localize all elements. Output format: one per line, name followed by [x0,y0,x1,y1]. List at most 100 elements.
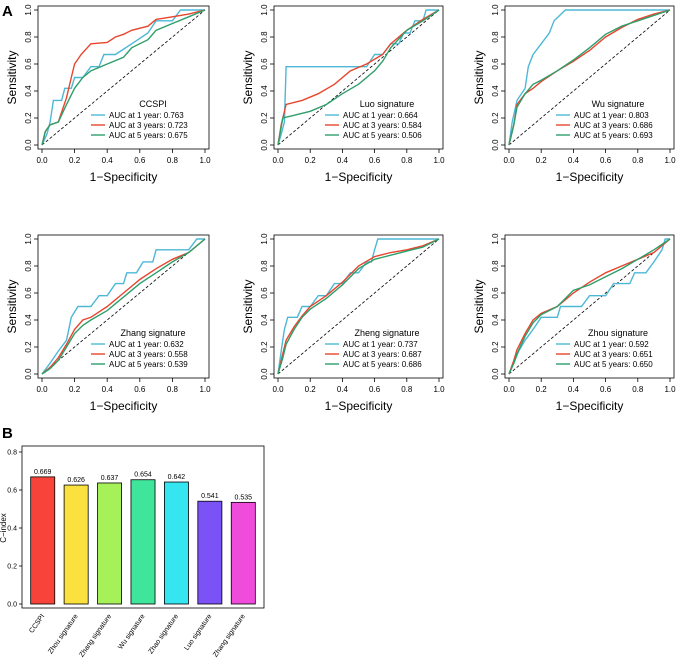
y-tick-label: 0.2 [24,341,33,353]
bar-value-label: 0.626 [67,477,85,484]
legend-entry: AUC at 5 years: 0.506 [343,131,422,140]
bar-plot-frame [21,445,265,609]
y-axis-title: Sensitivity [5,50,19,104]
x-tick-label: 0.4 [102,385,114,394]
roc-chart-6: 0.0 0.2 0.4 0.6 0.8 1.0 0.0 0.2 0.4 0.6 0.8 1.0 1−Sp… [472,233,676,413]
x-category-label: Zhao signature [148,613,181,655]
y-axis-title: C−index [0,513,8,543]
y-tick-label: 0.0 [491,139,500,151]
y-tick-label: 0.0 [491,368,500,380]
x-axis-title: 1−Specificity [325,170,393,184]
y-tick-label: 0.6 [260,287,269,299]
roc-curve-5-years [41,238,206,375]
y-tick-label: 1.0 [260,233,269,245]
y-tick-label: 0.0 [260,368,269,380]
y-tick-label: 0.4 [260,314,269,326]
bar-4 [130,479,156,605]
legend-title: Zheng signature [354,328,419,338]
roc-curve-5-years [508,238,671,375]
bar-value-label: 0.669 [34,469,52,476]
x-tick-label: 1.0 [664,156,676,165]
y-tick-label: 0.0 [7,602,17,609]
legend-entry: AUC at 5 years: 0.650 [574,360,653,369]
legend-entry: AUC at 1 year: 0.632 [109,340,184,349]
plot-frame [504,5,675,150]
legend-entry: AUC at 3 years: 0.686 [574,121,653,130]
roc-curve-5-years [277,238,440,375]
x-tick-label: 0.6 [600,156,612,165]
y-tick-label: 0.6 [7,488,17,495]
y-tick-label: 0.8 [260,31,269,43]
legend-entry: AUC at 1 year: 0.592 [574,340,649,349]
x-tick-label: 0.2 [69,385,81,394]
reference-diagonal [508,238,671,375]
roc-curve-5-years [508,9,671,146]
y-axis-title: Sensitivity [241,50,255,104]
legend-entry: AUC at 1 year: 0.763 [109,111,184,120]
y-tick-label: 0.2 [260,341,269,353]
roc-chart-3: 0.0 0.2 0.4 0.6 0.8 1.0 0.0 0.2 0.4 0.6 0.8 1.0 1−Sp… [472,4,676,184]
roc-curve-1-year [41,9,205,146]
y-axis-title: Sensitivity [5,279,19,333]
legend-entry: AUC at 3 years: 0.723 [109,121,188,130]
y-tick-label: 0.8 [24,31,33,43]
x-tick-label: 1.0 [433,385,445,394]
y-axis-title: Sensitivity [472,279,486,333]
y-tick-label: 0.8 [24,260,33,272]
reference-diagonal [277,238,440,375]
legend-entry: AUC at 1 year: 0.803 [574,111,649,120]
x-tick-label: 0.4 [568,385,580,394]
roc-chart-5: 0.0 0.2 0.4 0.6 0.8 1.0 0.0 0.2 0.4 0.6 0.8 1.0 1−Sp… [241,233,445,413]
bar-value-label: 0.637 [101,475,119,482]
x-axis-title: 1−Specificity [556,170,624,184]
legend-title: Luo signature [360,99,415,109]
y-tick-label: 0.0 [24,368,33,380]
x-axis-title: 1−Specificity [556,399,624,413]
x-category-label: Luo signature [183,613,213,652]
x-tick-label: 0.6 [134,156,146,165]
x-tick-label: 0.6 [600,385,612,394]
x-tick-label: 0.6 [134,385,146,394]
x-tick-label: 0.6 [369,385,381,394]
y-tick-label: 0.2 [7,564,17,571]
bar-value-label: 0.541 [201,493,219,500]
x-tick-label: 1.0 [199,385,211,394]
y-axis-title: Sensitivity [472,50,486,104]
roc-curve-1-year [277,238,439,375]
y-tick-label: 0.8 [7,450,17,457]
y-tick-label: 0.8 [491,260,500,272]
legend-entry: AUC at 3 years: 0.558 [109,350,188,359]
y-tick-label: 0.2 [491,341,500,353]
x-tick-label: 0.2 [536,385,548,394]
x-tick-label: 0.8 [167,156,179,165]
x-tick-label: 0.2 [305,156,317,165]
x-category-label: CCSPI [28,613,46,635]
plot-frame [37,234,210,379]
roc-chart-2: 0.0 0.2 0.4 0.6 0.8 1.0 0.0 0.2 0.4 0.6 0.8 1.0 1−Sp… [241,4,445,184]
y-tick-label: 0.4 [491,85,500,97]
x-tick-label: 0.2 [305,385,317,394]
y-tick-label: 0.4 [7,526,17,533]
legend-title: Zhang signature [120,328,185,338]
legend-entry: AUC at 3 years: 0.584 [343,121,422,130]
legend-entry: AUC at 1 year: 0.737 [343,340,418,349]
legend-title: Wu signature [592,99,645,109]
x-tick-label: 0.0 [503,156,515,165]
bar-value-label: 0.642 [168,474,186,481]
panel-label-a: A [2,3,13,20]
y-axis-title: Sensitivity [241,279,255,333]
y-tick-label: 1.0 [24,4,33,16]
plot-frame [273,234,444,379]
x-tick-label: 0.2 [536,156,548,165]
reference-diagonal [277,9,440,146]
x-tick-label: 0.0 [36,156,48,165]
x-category-label: Wu signature [117,613,146,651]
bar-1 [30,476,56,605]
x-tick-label: 0.8 [401,156,413,165]
x-category-label: Zhou signature [47,613,80,655]
bar-3 [97,482,123,605]
y-tick-label: 1.0 [260,4,269,16]
x-category-label: Zhang signature [78,613,113,659]
reference-diagonal [508,9,671,146]
